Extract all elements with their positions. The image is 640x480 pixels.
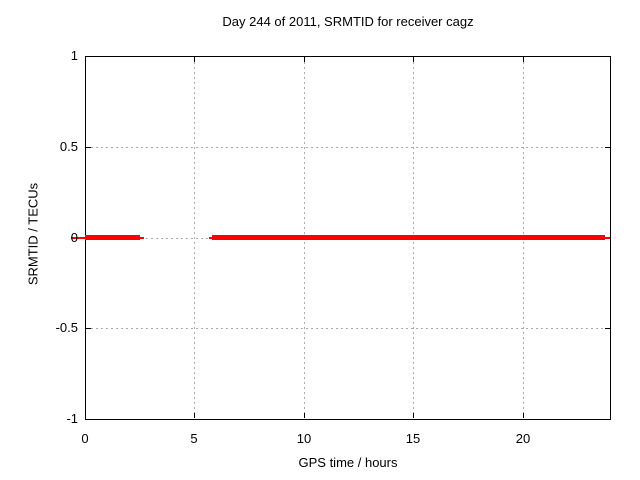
x-tick-bottom-20 [523, 413, 524, 418]
x-tick-bottom-10 [304, 413, 305, 418]
y-tick-left-1 [86, 56, 91, 57]
x-tick-bottom-5 [194, 413, 195, 418]
x-tick-label-20: 20 [515, 431, 531, 446]
y-tick-label-1: 1 [70, 48, 78, 63]
x-tick-top-20 [523, 57, 524, 62]
y-tick-left--1 [86, 419, 91, 420]
x-tick-top-10 [304, 57, 305, 62]
x-tick-label-10: 10 [296, 431, 312, 446]
data-line-segment-2 [209, 237, 212, 239]
grid-line-y-0.5 [86, 147, 609, 148]
x-tick-label-5: 5 [190, 431, 198, 446]
x-tick-label-15: 15 [405, 431, 421, 446]
y-tick-label-0.5: 0.5 [59, 139, 78, 154]
data-line-segment-3 [212, 235, 605, 240]
x-axis-label: GPS time / hours [298, 455, 398, 470]
y-tick-right-0.5 [605, 147, 610, 148]
data-line-segment-4 [605, 237, 610, 239]
data-line-segment-0 [85, 235, 140, 240]
y-tick-right-1 [605, 56, 610, 57]
x-tick-label-0: 0 [81, 431, 89, 446]
y-tick-label-0: 0 [70, 230, 78, 245]
grid-line-x-5 [194, 57, 195, 418]
y-tick-left-0.5 [86, 147, 91, 148]
y-tick-right--1 [605, 419, 610, 420]
y-tick-left--0.5 [86, 328, 91, 329]
y-tick-label--0.5: -0.5 [55, 320, 78, 335]
x-tick-top-5 [194, 57, 195, 62]
x-tick-top-0 [85, 57, 86, 62]
x-tick-bottom-15 [413, 413, 414, 418]
x-tick-bottom-0 [85, 413, 86, 418]
x-tick-top-15 [413, 57, 414, 62]
y-tick-right--0.5 [605, 328, 610, 329]
grid-line-y--0.5 [86, 328, 609, 329]
data-line-segment-1 [140, 237, 144, 239]
data-line-offaxis-dash [71, 237, 85, 239]
chart-title: Day 244 of 2011, SRMTID for receiver cag… [222, 14, 474, 29]
y-tick-label--1: -1 [66, 411, 78, 426]
